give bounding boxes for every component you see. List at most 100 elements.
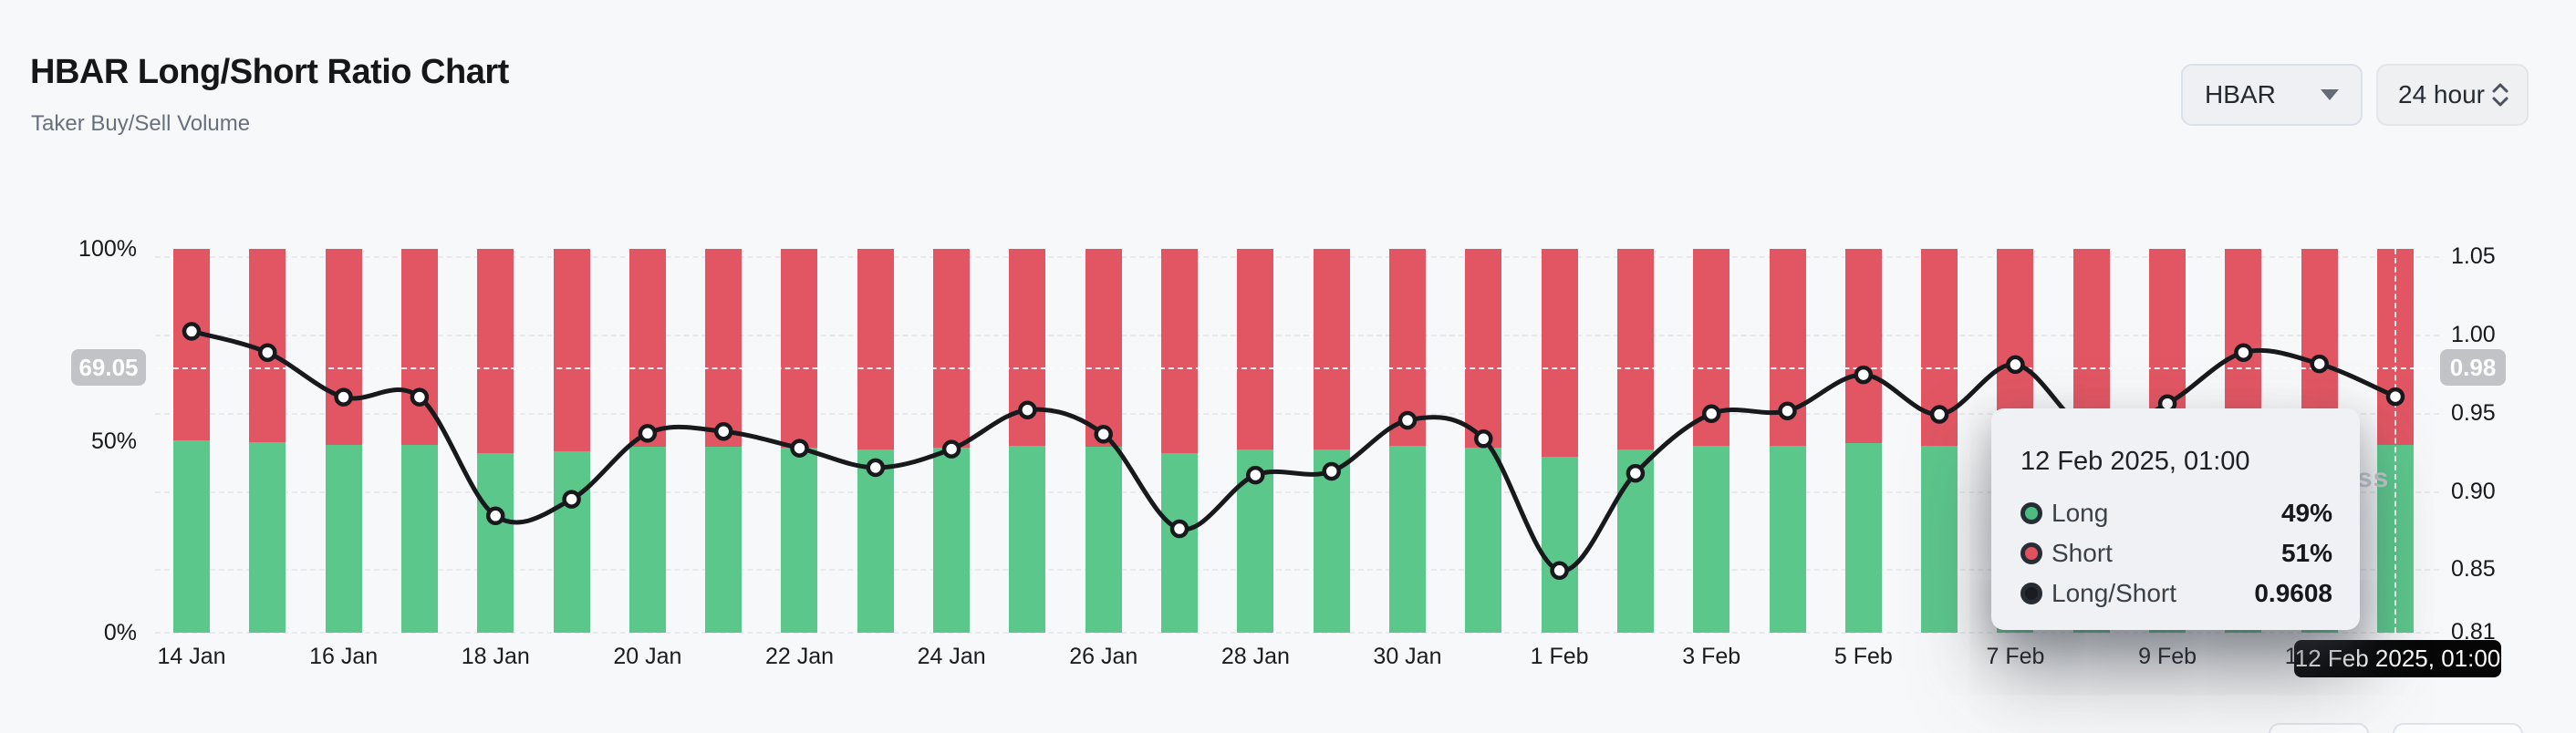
ratio-point[interactable] [638, 424, 658, 443]
long-bar-segment[interactable] [1161, 453, 1199, 633]
short-bar-segment[interactable] [933, 249, 971, 449]
long-bar-segment[interactable] [857, 449, 894, 633]
short-bar-segment[interactable] [477, 249, 514, 453]
gridline [155, 412, 2439, 415]
short-bar-segment[interactable] [1085, 249, 1122, 448]
ratio-point[interactable] [941, 439, 961, 459]
page-subtitle: Taker Buy/Sell Volume [31, 111, 251, 136]
short-bar-segment[interactable] [857, 249, 894, 449]
tooltip-row-label: Long/Short [2051, 579, 2176, 607]
long-bar-segment[interactable] [781, 448, 818, 633]
ratio-point[interactable] [182, 322, 202, 341]
tooltip-row-long: Long 49% [2020, 499, 2332, 527]
interval-select[interactable]: 24 hour [2376, 64, 2529, 126]
ratio-point[interactable] [258, 343, 277, 362]
x-axis-label: 16 Jan [309, 644, 379, 669]
x-axis-label: 30 Jan [1373, 644, 1442, 669]
long-bar-segment[interactable] [477, 452, 514, 633]
ratio-point[interactable] [1094, 425, 1113, 444]
long-bar-segment[interactable] [1844, 443, 1882, 633]
ratio-marker-icon [2020, 583, 2042, 604]
crosshair-left-axis-badge: 69.05 [71, 349, 146, 386]
ratio-point[interactable] [1626, 463, 1646, 483]
ratio-point[interactable] [1474, 429, 1493, 449]
ratio-point[interactable] [1018, 400, 1037, 419]
long-bar-segment[interactable] [325, 444, 362, 633]
short-bar-segment[interactable] [628, 249, 666, 448]
long-bar-segment[interactable] [1693, 445, 1730, 633]
y-axis-label-left: 0% [103, 620, 137, 645]
ratio-point[interactable] [1322, 461, 1341, 481]
gridline [155, 334, 2439, 336]
x-axis-label: 7 Feb [1986, 644, 2045, 669]
chart-plot-area[interactable] [155, 249, 2439, 634]
short-bar-segment[interactable] [705, 249, 743, 448]
long-bar-segment[interactable] [1769, 445, 1806, 633]
crosshair-right-axis-badge: 0.98 [2440, 349, 2506, 386]
crosshair-date-badge: 12 Feb 2025, 01:00 [2294, 640, 2501, 677]
y-axis-label-left: 50% [90, 428, 137, 454]
long-bar-segment[interactable] [1388, 446, 1426, 633]
long-bar-segment[interactable] [400, 444, 438, 633]
ratio-point[interactable] [713, 421, 733, 441]
y-axis-label-right: 0.90 [2451, 478, 2496, 504]
ratio-point[interactable] [2310, 354, 2329, 374]
crosshair-vertical-line [2394, 249, 2396, 633]
ratio-point[interactable] [1778, 401, 1797, 420]
short-bar-segment[interactable] [553, 249, 590, 452]
short-bar-segment[interactable] [325, 249, 362, 445]
long-bar-segment[interactable] [705, 447, 743, 633]
gridline [155, 569, 2439, 572]
interval-select-value: 24 hour [2398, 80, 2485, 108]
symbol-select[interactable]: HBAR [2181, 64, 2363, 126]
short-bar-segment[interactable] [781, 249, 818, 449]
ratio-point[interactable] [2234, 343, 2253, 362]
long-bar-segment[interactable] [1009, 445, 1046, 633]
long-bar-segment[interactable] [1541, 456, 1578, 633]
long-bar-segment[interactable] [628, 447, 666, 633]
ratio-point[interactable] [2006, 355, 2025, 375]
watermark: ss [2357, 463, 2390, 493]
ratio-point[interactable] [1854, 365, 1874, 385]
ratio-point[interactable] [410, 387, 430, 407]
x-axis-label: 1 Feb [1530, 644, 1589, 669]
cutoff-button-right[interactable] [2393, 723, 2523, 733]
page-title: HBAR Long/Short Ratio Chart [30, 53, 509, 91]
cutoff-button-left[interactable] [2269, 723, 2369, 733]
gridline [155, 632, 2439, 634]
x-axis-label: 14 Jan [157, 644, 226, 669]
ratio-point[interactable] [790, 439, 809, 458]
short-bar-segment[interactable] [1313, 249, 1350, 450]
long-bar-segment[interactable] [1085, 447, 1122, 633]
short-bar-segment[interactable] [1616, 249, 1654, 450]
ratio-point[interactable] [1929, 405, 1949, 424]
long-bar-segment[interactable] [1465, 447, 1502, 633]
long-bar-segment[interactable] [1921, 445, 1958, 633]
ratio-point[interactable] [1169, 519, 1189, 539]
long-bar-segment[interactable] [173, 440, 210, 633]
ratio-point[interactable] [1550, 561, 1569, 581]
ratio-point[interactable] [866, 458, 886, 478]
short-bar-segment[interactable] [1161, 249, 1199, 454]
ratio-point[interactable] [485, 506, 505, 526]
tooltip-row-value: 0.9608 [2254, 579, 2332, 607]
ratio-point[interactable] [1397, 410, 1418, 430]
ratio-point[interactable] [334, 387, 353, 407]
long-bar-segment[interactable] [933, 448, 971, 633]
ratio-point[interactable] [2385, 387, 2405, 407]
short-bar-segment[interactable] [1465, 249, 1502, 448]
ratio-point[interactable] [562, 490, 581, 509]
tooltip-row-value: 51% [2280, 539, 2332, 567]
long-bar-segment[interactable] [553, 451, 590, 633]
short-bar-segment[interactable] [1844, 249, 1882, 444]
x-axis-label: 18 Jan [461, 644, 530, 669]
tooltip-row-value: 49% [2280, 499, 2332, 527]
short-bar-segment[interactable] [173, 249, 210, 441]
ratio-point[interactable] [1246, 465, 1265, 485]
short-bar-segment[interactable] [1541, 249, 1578, 457]
crosshair-horizontal-line-overlay [155, 367, 2434, 369]
long-bar-segment[interactable] [249, 441, 286, 633]
short-bar-segment[interactable] [1237, 249, 1274, 450]
ratio-point[interactable] [1701, 404, 1721, 424]
